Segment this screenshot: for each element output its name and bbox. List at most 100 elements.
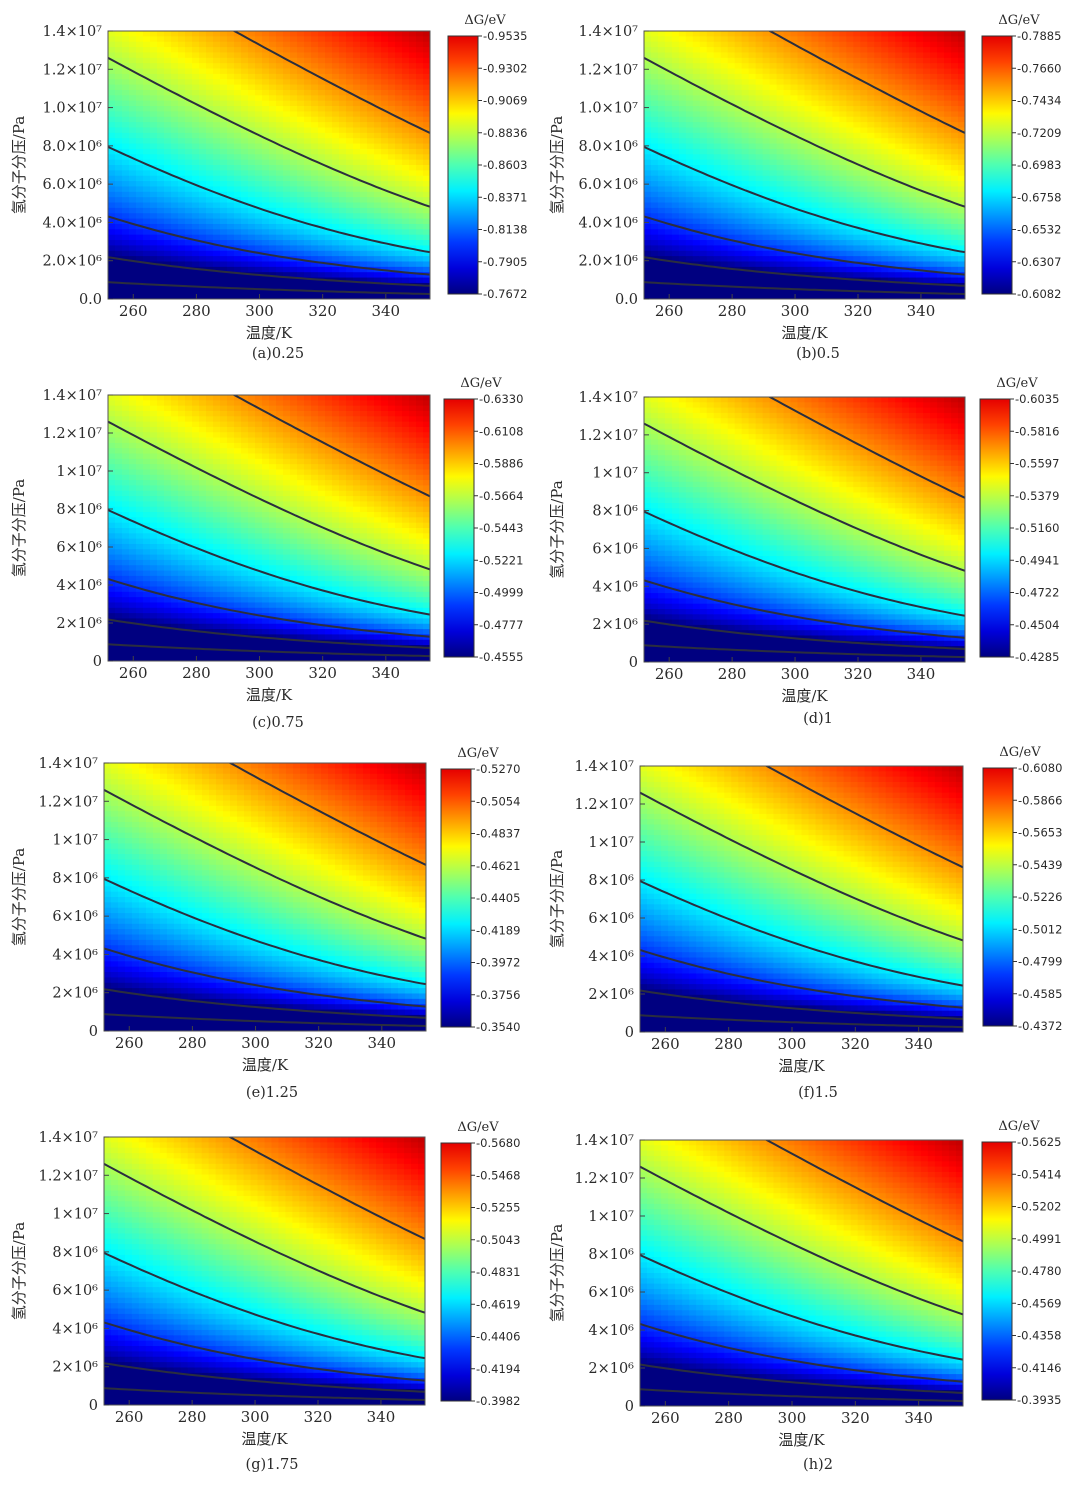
heatmap-cell: [692, 165, 701, 171]
heatmap-cell: [748, 282, 757, 289]
heatmap-cell: [657, 272, 666, 279]
heatmap-cell: [318, 175, 326, 182]
heatmap-cell: [276, 79, 284, 86]
heatmap-cell: [644, 41, 652, 48]
heatmap-cell: [276, 272, 284, 279]
heatmap-cell: [416, 41, 424, 48]
heatmap-cell: [122, 405, 130, 412]
heatmap-cell: [951, 261, 959, 268]
heatmap-cell: [395, 202, 403, 209]
heatmap-cell: [276, 116, 284, 123]
heatmap-cell: [664, 197, 673, 204]
heatmap-cell: [297, 202, 305, 209]
heatmap-cell: [846, 84, 854, 91]
colorbar-tick-label: -0.9069: [483, 94, 527, 108]
heatmap-cell: [220, 68, 228, 75]
heatmap-cell: [874, 191, 882, 198]
heatmap-cell: [909, 181, 917, 188]
heatmap-cell: [944, 213, 952, 220]
heatmap-cell: [916, 159, 924, 166]
heatmap-cell: [402, 159, 410, 166]
heatmap-cell: [122, 277, 130, 284]
heatmap-cell: [804, 186, 813, 193]
heatmap-cell: [909, 41, 917, 48]
heatmap-cell: [206, 245, 214, 252]
heatmap-cell: [951, 191, 959, 198]
heatmap-cell: [220, 207, 228, 214]
heatmap-cell: [423, 229, 430, 236]
heatmap-cell: [699, 73, 708, 80]
heatmap-cell: [381, 84, 389, 91]
heatmap-cell: [157, 288, 165, 295]
heatmap-cell: [129, 122, 137, 129]
heatmap-cell: [206, 132, 214, 139]
heatmap-cell: [255, 143, 263, 150]
heatmap-cell: [136, 554, 144, 561]
heatmap-cell: [269, 181, 277, 188]
heatmap-cell: [241, 57, 249, 64]
heatmap-cell: [685, 170, 694, 177]
heatmap-cell: [902, 116, 910, 123]
heatmap-cell: [748, 100, 757, 107]
heatmap-cell: [276, 132, 284, 139]
heatmap-cell: [748, 202, 757, 209]
heatmap-cell: [902, 202, 910, 209]
heatmap-cell: [395, 186, 403, 193]
heatmap-cell: [423, 165, 430, 171]
heatmap-cell: [958, 95, 965, 102]
heatmap-cell: [804, 122, 813, 129]
heatmap-cell: [332, 111, 340, 118]
heatmap-cell: [944, 132, 952, 139]
heatmap-cell: [402, 116, 410, 123]
heatmap-cell: [650, 63, 659, 70]
heatmap-cell: [290, 106, 298, 112]
heatmap-cell: [213, 223, 221, 230]
heatmap-cell: [290, 266, 298, 273]
heatmap-cell: [734, 41, 743, 48]
heatmap-cell: [867, 52, 875, 59]
heatmap-cell: [867, 282, 875, 289]
heatmap-cell: [178, 73, 186, 80]
heatmap-cell: [734, 68, 743, 75]
heatmap-cell: [727, 229, 736, 236]
heatmap-cell: [839, 138, 847, 145]
heatmap-cell: [790, 197, 799, 204]
heatmap-cell: [776, 132, 785, 139]
heatmap-cell: [923, 277, 931, 284]
heatmap-cell: [713, 165, 722, 171]
heatmap-cell: [783, 36, 792, 43]
heatmap-cell: [381, 218, 389, 225]
heatmap-cell: [755, 159, 764, 166]
heatmap-cell: [713, 202, 722, 209]
heatmap-cell: [304, 127, 312, 134]
heatmap-cell: [699, 143, 708, 150]
heatmap-cell: [853, 47, 861, 54]
heatmap-cell: [262, 213, 270, 220]
heatmap-cell: [671, 63, 680, 70]
heatmap-cell: [234, 73, 242, 80]
heatmap-cell: [944, 288, 952, 295]
heatmap-cell: [755, 256, 764, 263]
heatmap-cell: [734, 79, 743, 86]
heatmap-cell: [108, 202, 116, 209]
heatmap-cell: [727, 240, 736, 246]
heatmap-cell: [171, 106, 179, 112]
heatmap-cell: [325, 47, 333, 54]
heatmap-cell: [136, 650, 144, 657]
heatmap-cell: [290, 100, 298, 107]
heatmap-cell: [769, 154, 778, 161]
heatmap-cell: [797, 127, 806, 134]
heatmap-cell: [227, 41, 235, 48]
heatmap-cell: [311, 52, 319, 59]
heatmap-cell: [150, 106, 158, 112]
heatmap-cell: [136, 538, 144, 545]
heatmap-cell: [874, 73, 882, 80]
heatmap-cell: [839, 36, 847, 43]
heatmap-cell: [818, 41, 827, 48]
heatmap-cell: [241, 165, 249, 171]
heatmap-cell: [157, 234, 165, 241]
heatmap-cell: [769, 181, 778, 188]
heatmap-cell: [262, 277, 270, 284]
heatmap-cell: [909, 95, 917, 102]
heatmap-cell: [902, 165, 910, 171]
